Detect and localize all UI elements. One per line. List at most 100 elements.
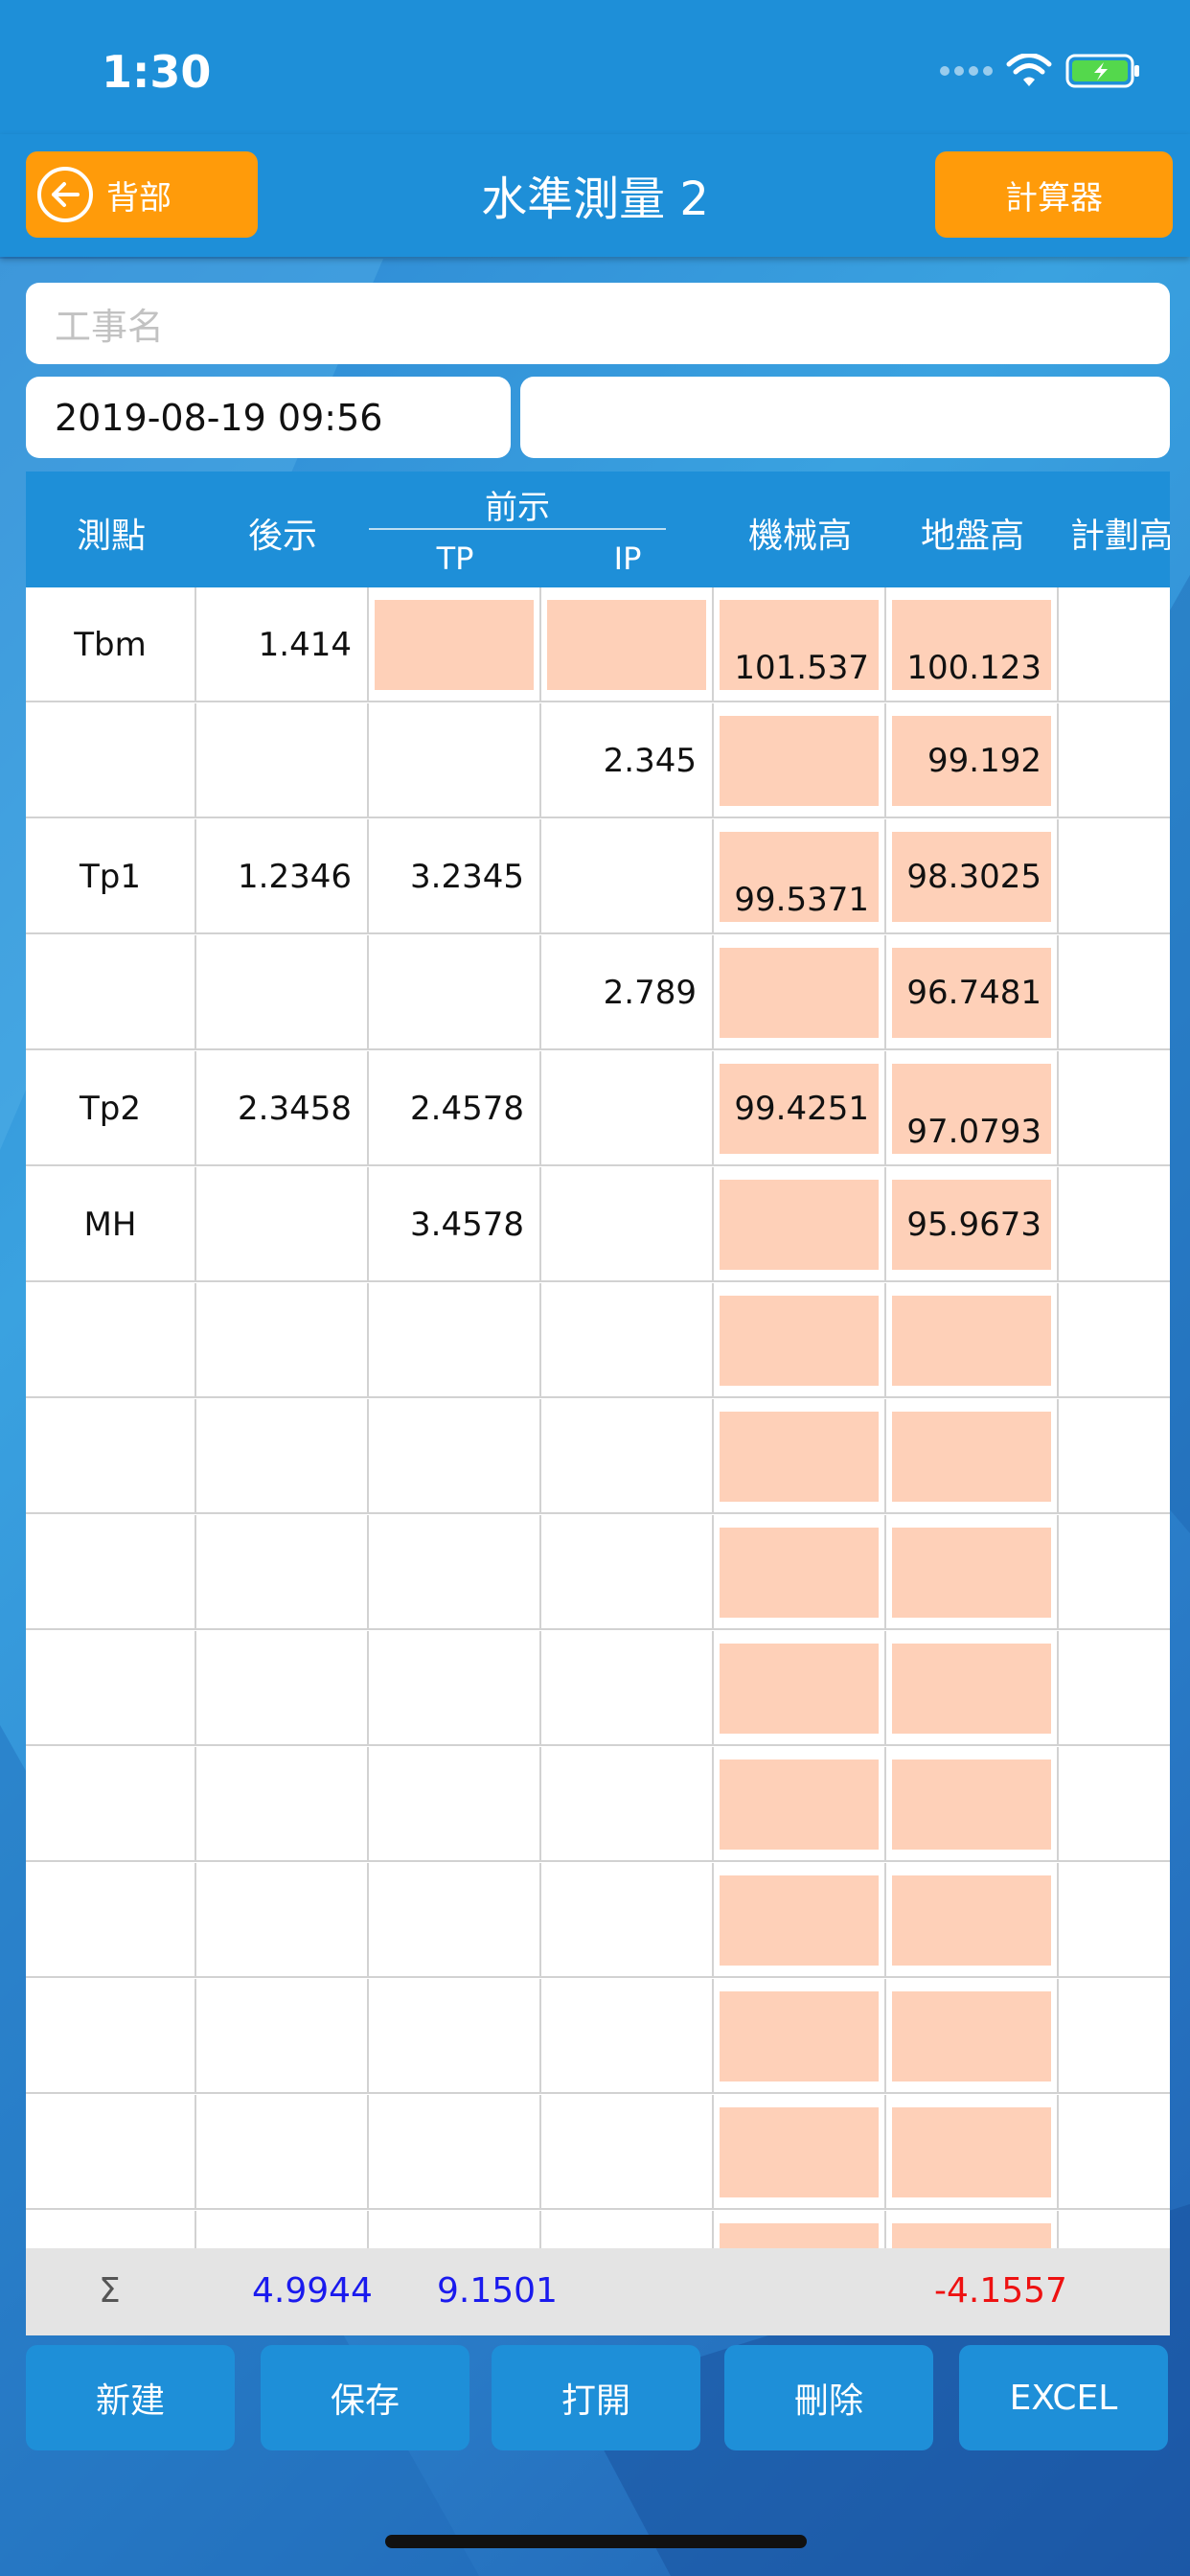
project-name-input[interactable]: 工事名	[26, 283, 1170, 364]
table-cell-bs[interactable]	[196, 935, 369, 1050]
table-cell-ip[interactable]	[541, 1399, 714, 1514]
table-cell-hi[interactable]: 99.4251	[714, 1051, 886, 1166]
table-cell-gl[interactable]: 97.0793	[886, 1051, 1059, 1166]
table-cell-ip[interactable]	[541, 1515, 714, 1630]
cell-value-bs: 1.2346	[238, 858, 352, 896]
table-cell-plan[interactable]	[1059, 1979, 1170, 2094]
table-cell-tp[interactable]	[369, 2095, 541, 2210]
table-cell-hi[interactable]: 99.5371	[714, 819, 886, 934]
table-cell-ip[interactable]	[541, 819, 714, 934]
date-field[interactable]: 2019-08-19 09:56	[26, 377, 511, 458]
table-cell-gl[interactable]: 95.9673	[886, 1167, 1059, 1282]
table-cell-ip[interactable]	[541, 1283, 714, 1398]
back-button[interactable]: 背部	[26, 151, 258, 238]
instrument-height-value: 101.537	[734, 649, 869, 687]
table-cell-plan[interactable]	[1059, 1863, 1170, 1978]
table-cell-ip[interactable]	[541, 587, 714, 702]
table-cell-hi[interactable]	[714, 703, 886, 818]
save-button[interactable]: 保存	[261, 2345, 469, 2450]
table-cell-ip[interactable]	[541, 1979, 714, 2094]
excel-button[interactable]: EXCEL	[959, 2345, 1168, 2450]
table-cell-bs[interactable]	[196, 2095, 369, 2210]
table-cell-bs[interactable]	[196, 1979, 369, 2094]
table-cell-tp[interactable]: 3.4578	[369, 1167, 541, 1282]
table-cell-plan[interactable]	[1059, 703, 1170, 818]
table-cell-gl[interactable]	[886, 1747, 1059, 1862]
table-cell-plan[interactable]	[1059, 1515, 1170, 1630]
table-cell-hi[interactable]	[714, 935, 886, 1050]
table-cell-ip[interactable]: 2.345	[541, 703, 714, 818]
table-cell-bs[interactable]	[196, 1515, 369, 1630]
table-cell-hi[interactable]	[714, 1399, 886, 1514]
table-cell-gl[interactable]	[886, 1515, 1059, 1630]
status-time: 1:30	[102, 46, 212, 98]
table-cell-tp[interactable]	[369, 1631, 541, 1746]
table-cell-ip[interactable]: 2.789	[541, 935, 714, 1050]
table-cell-hi[interactable]	[714, 2095, 886, 2210]
table-cell-hi[interactable]	[714, 1979, 886, 2094]
table-cell-gl[interactable]	[886, 1399, 1059, 1514]
back-button-label: 背部	[106, 178, 172, 218]
table-cell-plan[interactable]	[1059, 1051, 1170, 1166]
table-cell-hi[interactable]	[714, 1283, 886, 1398]
table-cell-plan[interactable]	[1059, 1167, 1170, 1282]
table-cell-gl[interactable]	[886, 1283, 1059, 1398]
table-cell-hi[interactable]	[714, 1747, 886, 1862]
table-cell-tp[interactable]	[369, 703, 541, 818]
table-cell-plan[interactable]	[1059, 587, 1170, 702]
table-cell-hi[interactable]	[714, 1167, 886, 1282]
table-cell-bs[interactable]: 1.2346	[196, 819, 369, 934]
table-cell-ip[interactable]	[541, 1051, 714, 1166]
table-cell-bs[interactable]	[196, 1747, 369, 1862]
table-cell-bs[interactable]	[196, 1283, 369, 1398]
table-cell-tp[interactable]	[369, 587, 541, 702]
calculator-button[interactable]: 計算器	[935, 151, 1173, 238]
table-cell-plan[interactable]	[1059, 819, 1170, 934]
table-cell-tp[interactable]	[369, 1747, 541, 1862]
table-cell-hi[interactable]	[714, 1631, 886, 1746]
table-cell-hi[interactable]	[714, 1515, 886, 1630]
table-cell-ip[interactable]	[541, 1747, 714, 1862]
table-cell-gl[interactable]: 100.123	[886, 587, 1059, 702]
table-cell-plan[interactable]	[1059, 935, 1170, 1050]
note-field[interactable]	[520, 377, 1170, 458]
table-cell-bs[interactable]	[196, 1167, 369, 1282]
table-cell-gl[interactable]	[886, 1979, 1059, 2094]
table-cell-bs[interactable]	[196, 1399, 369, 1514]
table-cell-gl[interactable]: 99.192	[886, 703, 1059, 818]
table-cell-gl[interactable]	[886, 1863, 1059, 1978]
new-button[interactable]: 新建	[26, 2345, 235, 2450]
ground-level-value: 98.3025	[906, 858, 1041, 896]
table-cell-tp[interactable]	[369, 1863, 541, 1978]
delete-button[interactable]: 刪除	[724, 2345, 933, 2450]
table-cell-tp[interactable]	[369, 1515, 541, 1630]
table-cell-ip[interactable]	[541, 2095, 714, 2210]
open-button[interactable]: 打開	[492, 2345, 700, 2450]
table-cell-ip[interactable]	[541, 1863, 714, 1978]
table-row	[26, 1863, 1170, 1978]
table-cell-bs[interactable]	[196, 703, 369, 818]
table-cell-plan[interactable]	[1059, 1399, 1170, 1514]
table-cell-ip[interactable]	[541, 1631, 714, 1746]
table-cell-bs[interactable]	[196, 1631, 369, 1746]
table-cell-tp[interactable]: 2.4578	[369, 1051, 541, 1166]
table-cell-plan[interactable]	[1059, 1631, 1170, 1746]
table-cell-tp[interactable]	[369, 1283, 541, 1398]
table-cell-bs[interactable]: 1.414	[196, 587, 369, 702]
table-cell-hi[interactable]	[714, 1863, 886, 1978]
table-cell-ip[interactable]	[541, 1167, 714, 1282]
table-cell-tp[interactable]	[369, 1979, 541, 2094]
table-cell-gl[interactable]	[886, 1631, 1059, 1746]
table-cell-gl[interactable]: 96.7481	[886, 935, 1059, 1050]
table-cell-tp[interactable]	[369, 935, 541, 1050]
table-cell-tp[interactable]: 3.2345	[369, 819, 541, 934]
table-cell-bs[interactable]: 2.3458	[196, 1051, 369, 1166]
table-cell-gl[interactable]: 98.3025	[886, 819, 1059, 934]
table-cell-hi[interactable]: 101.537	[714, 587, 886, 702]
table-cell-tp[interactable]	[369, 1399, 541, 1514]
table-cell-plan[interactable]	[1059, 2095, 1170, 2210]
table-cell-plan[interactable]	[1059, 1283, 1170, 1398]
table-cell-bs[interactable]	[196, 1863, 369, 1978]
table-cell-gl[interactable]	[886, 2095, 1059, 2210]
table-cell-plan[interactable]	[1059, 1747, 1170, 1862]
